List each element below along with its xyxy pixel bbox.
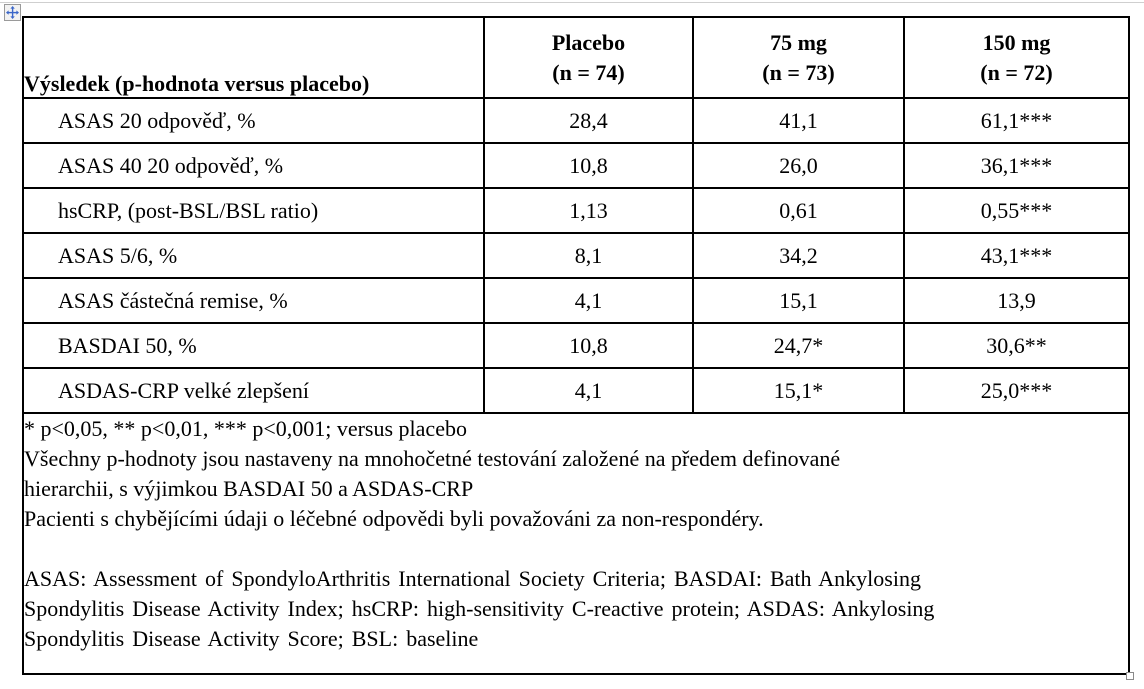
cell-75mg: 34,2	[692, 232, 905, 279]
header-line-2: (n = 72)	[980, 59, 1053, 85]
header-line-2: (n = 73)	[762, 59, 835, 85]
footnote-abbreviations-line2: Spondylitis Disease Activity Index; hsCR…	[24, 596, 935, 621]
row-label: hsCRP, (post-BSL/BSL ratio)	[22, 187, 485, 234]
row-label: ASAS 40 20 odpověď, %	[22, 142, 485, 189]
cell-placebo: 1,13	[483, 187, 694, 234]
table-row: ASAS 5/6, % 8,1 34,2 43,1***	[22, 232, 1130, 279]
row-label: ASDAS-CRP velké zlepšení	[22, 367, 485, 414]
cell-placebo: 8,1	[483, 232, 694, 279]
cell-placebo: 28,4	[483, 97, 694, 144]
cell-placebo: 10,8	[483, 142, 694, 189]
cell-75mg: 15,1	[692, 277, 905, 324]
cell-75mg: 41,1	[692, 97, 905, 144]
table-row: ASAS částečná remise, % 4,1 15,1 13,9	[22, 277, 1130, 324]
cell-75mg: 0,61	[692, 187, 905, 234]
cell-150mg: 36,1***	[903, 142, 1130, 189]
table-resize-handle[interactable]	[1126, 672, 1134, 680]
table-row: ASAS 40 20 odpověď, % 10,8 26,0 36,1***	[22, 142, 1130, 189]
table-row: ASDAS-CRP velké zlepšení 4,1 15,1* 25,0*…	[22, 367, 1130, 414]
footnote-adjustment-line1: Všechny p-hodnoty jsou nastaveny na mnoh…	[24, 446, 841, 471]
cell-75mg: 24,7*	[692, 322, 905, 369]
four-way-move-icon	[6, 6, 19, 19]
cell-placebo: 4,1	[483, 277, 694, 324]
column-header-outcome: Výsledek (p-hodnota versus placebo)	[22, 16, 485, 99]
row-label: ASAS 20 odpověď, %	[22, 97, 485, 144]
page-top-rule	[0, 2, 1144, 3]
column-header-150mg: 150 mg (n = 72)	[903, 16, 1130, 99]
column-header-placebo: Placebo (n = 74)	[483, 16, 694, 99]
footnote-abbreviations-line1: ASAS: Assessment of SpondyloArthritis In…	[24, 566, 921, 591]
header-line-1: Placebo	[551, 29, 626, 55]
row-label: ASAS částečná remise, %	[22, 277, 485, 324]
footnote-nonresponder: Pacienti s chybějícími údaji o léčebné o…	[24, 506, 764, 531]
footnote-blank-line	[25, 534, 1127, 564]
footnote-abbreviations-line3: Spondylitis Disease Activity Score; BSL:…	[24, 626, 479, 651]
footnotes-cell: * p<0,05, ** p<0,01, *** p<0,001; versus…	[22, 412, 1130, 675]
table-row: hsCRP, (post-BSL/BSL ratio) 1,13 0,61 0,…	[22, 187, 1130, 234]
cell-150mg: 13,9	[903, 277, 1130, 324]
row-label: ASAS 5/6, %	[22, 232, 485, 279]
cell-150mg: 30,6**	[903, 322, 1130, 369]
cell-150mg: 0,55***	[903, 187, 1130, 234]
row-label: BASDAI 50, %	[22, 322, 485, 369]
cell-150mg: 61,1***	[903, 97, 1130, 144]
table-move-handle[interactable]	[4, 4, 21, 21]
cell-placebo: 4,1	[483, 367, 694, 414]
header-line-2: (n = 74)	[552, 59, 625, 85]
cell-150mg: 43,1***	[903, 232, 1130, 279]
footnote-significance: * p<0,05, ** p<0,01, *** p<0,001; versus…	[24, 416, 467, 441]
header-line-1: 150 mg	[982, 29, 1051, 55]
cell-150mg: 25,0***	[903, 367, 1130, 414]
header-line-1: 75 mg	[770, 29, 827, 55]
cell-placebo: 10,8	[483, 322, 694, 369]
results-table: Výsledek (p-hodnota versus placebo) Plac…	[22, 16, 1130, 675]
cell-75mg: 26,0	[692, 142, 905, 189]
footnotes-row: * p<0,05, ** p<0,01, *** p<0,001; versus…	[22, 412, 1130, 675]
header-row: Výsledek (p-hodnota versus placebo) Plac…	[22, 16, 1130, 99]
table-row: BASDAI 50, % 10,8 24,7* 30,6**	[22, 322, 1130, 369]
cell-75mg: 15,1*	[692, 367, 905, 414]
footnote-adjustment-line2: hierarchii, s výjimkou BASDAI 50 a ASDAS…	[24, 476, 474, 501]
table-row: ASAS 20 odpověď, % 28,4 41,1 61,1***	[22, 97, 1130, 144]
column-header-75mg: 75 mg (n = 73)	[692, 16, 905, 99]
